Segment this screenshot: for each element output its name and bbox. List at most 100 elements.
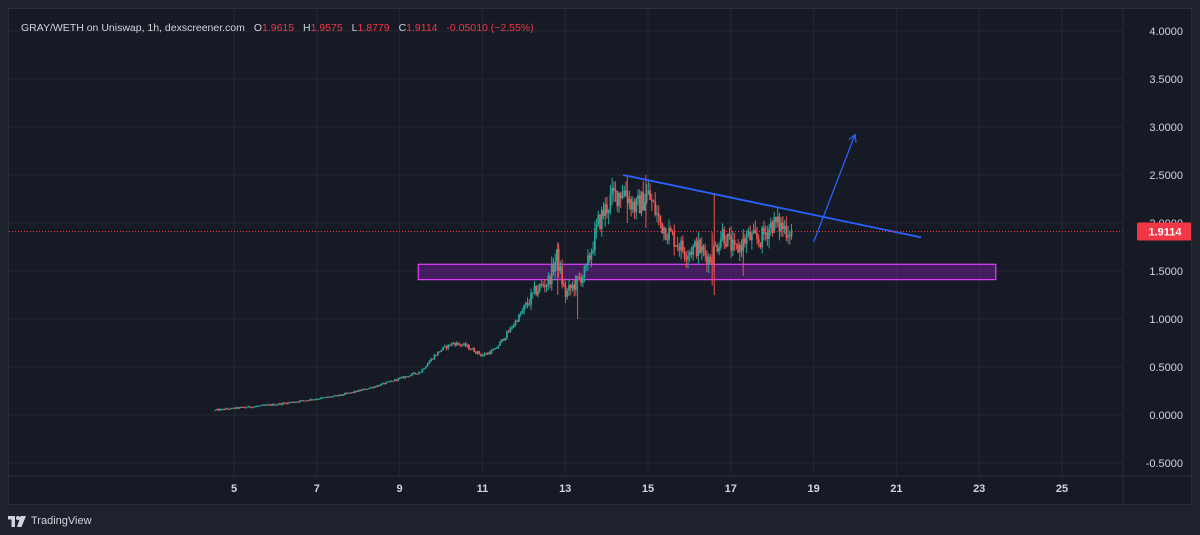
candle-body: [493, 348, 496, 350]
candle-body: [535, 286, 538, 295]
candle-body: [630, 198, 632, 210]
current-price-badge-text: 1.9114: [1148, 227, 1182, 239]
candle-body: [262, 404, 265, 406]
candle-body: [219, 409, 222, 411]
candle-body: [669, 228, 672, 232]
candle-body: [418, 372, 420, 374]
candle-body: [423, 368, 425, 370]
candle-body: [733, 239, 736, 244]
price-chart[interactable]: 4.00003.50003.00002.50002.00001.50001.00…: [9, 9, 1191, 504]
candle-body: [587, 255, 589, 264]
candle-body: [340, 394, 343, 396]
candle-body: [668, 228, 670, 240]
footer: TradingView: [8, 512, 92, 530]
breakout-arrowhead[interactable]: [848, 133, 857, 143]
candle-body: [397, 378, 400, 381]
drawings-layer[interactable]: [622, 133, 922, 243]
candle-body: [621, 195, 624, 199]
candle-body: [780, 222, 783, 232]
time-tick-label: 17: [725, 483, 737, 495]
candle-body: [473, 348, 476, 352]
time-tick-label: 23: [973, 483, 985, 495]
candle-body: [357, 390, 360, 392]
chart-panel[interactable]: 4.00003.50003.00002.50002.00001.50001.00…: [8, 8, 1192, 505]
candle-body: [314, 399, 317, 401]
candle-body: [545, 284, 548, 288]
candle-body: [588, 255, 591, 260]
candle-body: [688, 252, 691, 256]
candle-body: [431, 358, 434, 360]
candle-body: [362, 388, 365, 390]
candle-body: [700, 246, 703, 253]
candle-body: [342, 394, 344, 396]
candle-body: [549, 275, 551, 285]
candle-body: [580, 277, 582, 283]
tradingview-brand[interactable]: TradingView: [31, 515, 92, 527]
candle-body: [556, 249, 558, 262]
candle-body: [392, 380, 394, 382]
candle-body: [614, 190, 617, 192]
candle-body: [428, 361, 431, 365]
time-axis[interactable]: 5 7 9 11 13 15 17 19 21 23 25: [9, 475, 1191, 495]
price-tick-label: 3.0000: [1149, 122, 1183, 134]
candle-body: [404, 376, 407, 379]
candle-body: [278, 403, 281, 405]
candle-body: [386, 381, 389, 383]
candle-body: [728, 233, 731, 236]
price-tick-label: 2.5000: [1149, 170, 1183, 182]
candle-body: [395, 379, 398, 381]
candle-body: [269, 404, 272, 406]
candle-body: [578, 276, 581, 278]
candle-body: [390, 380, 393, 382]
candle-body: [495, 347, 498, 349]
breakout-arrow-line[interactable]: [812, 134, 856, 243]
candle-body: [228, 409, 231, 411]
candle-body: [618, 192, 620, 207]
candle-body: [763, 227, 765, 235]
candle-body: [625, 190, 627, 197]
candle-body: [747, 231, 750, 236]
symbol-title[interactable]: GRAY/WETH on Uniswap, 1h, dexscreener.co…: [21, 22, 245, 34]
close-label: C: [398, 22, 407, 34]
tradingview-logo-icon[interactable]: [8, 515, 26, 527]
candle-body: [485, 353, 488, 355]
candle-body: [445, 346, 448, 349]
candle-body: [756, 233, 758, 239]
candle-body: [721, 229, 724, 240]
candle-body: [388, 381, 391, 383]
candle-body: [361, 389, 363, 391]
high-value: 1.9575: [310, 22, 343, 34]
high-label: H: [303, 22, 311, 34]
candle-body: [331, 396, 334, 398]
candle-body: [373, 386, 375, 388]
price-axis[interactable]: 4.00003.50003.00002.50002.00001.50001.00…: [1122, 9, 1191, 504]
candle-body: [492, 349, 494, 351]
candle-body: [317, 398, 320, 400]
candle-body: [642, 191, 645, 211]
candle-body: [581, 276, 584, 283]
candle-body: [483, 353, 486, 356]
candle-body: [481, 355, 484, 357]
candle-body: [766, 232, 769, 239]
descending-trendline[interactable]: [622, 174, 922, 239]
candle-body: [471, 348, 474, 350]
candle-body: [464, 343, 467, 347]
candle-body: [298, 400, 301, 402]
candle-body: [231, 407, 234, 409]
candle-body: [516, 320, 519, 322]
candle-body: [454, 343, 457, 346]
candle-body: [433, 355, 436, 359]
open-value: 1.9615: [261, 22, 295, 34]
candle-body: [292, 401, 294, 403]
candle-body: [248, 406, 251, 408]
candle-body: [542, 284, 545, 286]
candle-body: [343, 393, 346, 395]
candle-body: [759, 242, 762, 247]
candle-body: [735, 243, 738, 245]
time-tick-label: 13: [559, 483, 571, 495]
candle-body: [466, 345, 469, 347]
candle-body: [350, 392, 353, 394]
candle-body: [257, 405, 260, 407]
candle-body: [514, 320, 517, 325]
